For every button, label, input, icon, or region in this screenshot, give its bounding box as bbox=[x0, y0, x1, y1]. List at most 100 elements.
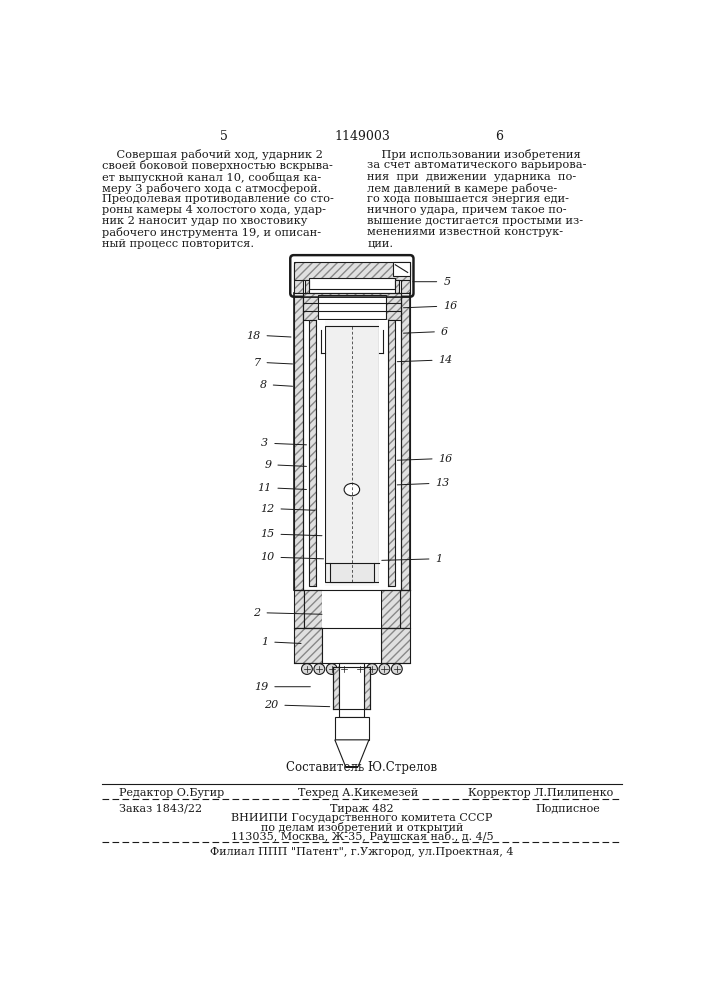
Polygon shape bbox=[335, 740, 369, 767]
Text: 8: 8 bbox=[259, 380, 267, 390]
Text: менениями известной конструк-: менениями известной конструк- bbox=[368, 227, 563, 237]
Bar bbox=[309, 320, 316, 586]
Bar bbox=[381, 628, 410, 663]
Bar bbox=[400, 590, 410, 628]
Circle shape bbox=[314, 664, 325, 674]
Text: Заказ 1843/22: Заказ 1843/22 bbox=[119, 804, 202, 814]
Text: Корректор Л.Пилипенко: Корректор Л.Пилипенко bbox=[468, 788, 614, 798]
Text: вышение достигается простыми из-: вышение достигается простыми из- bbox=[368, 216, 583, 226]
Circle shape bbox=[354, 664, 365, 674]
Bar bbox=[293, 262, 410, 280]
Text: по делам изобретений и открытий: по делам изобретений и открытий bbox=[261, 822, 463, 833]
Bar bbox=[395, 280, 399, 293]
Bar bbox=[317, 295, 386, 319]
Bar bbox=[381, 590, 400, 628]
Bar bbox=[293, 262, 410, 280]
Bar bbox=[339, 663, 364, 717]
Bar bbox=[303, 293, 401, 320]
Circle shape bbox=[392, 664, 402, 674]
Text: ния  при  движении  ударника  по-: ния при движении ударника по- bbox=[368, 172, 577, 182]
Bar bbox=[379, 320, 387, 586]
Text: 20: 20 bbox=[264, 700, 279, 710]
Text: 14: 14 bbox=[438, 355, 453, 365]
Text: за счет автоматического варьирова-: за счет автоматического варьирова- bbox=[368, 160, 587, 170]
Text: ный процесс повторится.: ный процесс повторится. bbox=[103, 239, 255, 249]
Text: своей боковой поверхностью вскрыва-: своей боковой поверхностью вскрыва- bbox=[103, 160, 333, 171]
Circle shape bbox=[367, 664, 378, 674]
Circle shape bbox=[379, 664, 390, 674]
Text: 113035, Москва, Ж-35, Раушская наб., д. 4/5: 113035, Москва, Ж-35, Раушская наб., д. … bbox=[230, 831, 493, 842]
Text: 19: 19 bbox=[254, 682, 268, 692]
Bar bbox=[400, 590, 410, 628]
Text: Составитель Ю.Стрелов: Составитель Ю.Стрелов bbox=[286, 762, 438, 774]
Bar bbox=[387, 320, 395, 586]
Bar bbox=[381, 628, 410, 663]
Text: 3: 3 bbox=[261, 438, 268, 448]
Bar bbox=[293, 590, 304, 628]
Bar bbox=[330, 563, 373, 582]
Text: При использовании изобретения: При использовании изобретения bbox=[368, 149, 581, 160]
Bar bbox=[322, 628, 381, 663]
Text: лем давлений в камере рабоче-: лем давлений в камере рабоче- bbox=[368, 183, 558, 194]
Bar bbox=[393, 262, 410, 276]
Bar bbox=[316, 320, 325, 586]
Text: 15: 15 bbox=[260, 529, 274, 539]
Text: 13: 13 bbox=[436, 478, 450, 488]
Text: ВНИИПИ Государственного комитета СССР: ВНИИПИ Государственного комитета СССР bbox=[231, 813, 493, 823]
Text: 5: 5 bbox=[220, 130, 228, 143]
Bar bbox=[304, 590, 322, 628]
Bar bbox=[303, 293, 401, 320]
Text: 10: 10 bbox=[260, 552, 274, 562]
Text: 1: 1 bbox=[436, 554, 443, 564]
Bar bbox=[335, 717, 369, 740]
Bar bbox=[395, 280, 399, 293]
Bar bbox=[387, 320, 395, 586]
Bar bbox=[401, 265, 410, 293]
Bar bbox=[293, 265, 303, 293]
Bar bbox=[309, 278, 395, 289]
Bar bbox=[364, 667, 370, 709]
Text: 12: 12 bbox=[260, 504, 274, 514]
Text: Филиал ППП "Патент", г.Ужгород, ул.Проектная, 4: Филиал ППП "Патент", г.Ужгород, ул.Проек… bbox=[210, 847, 514, 857]
Text: 1: 1 bbox=[261, 637, 268, 647]
Text: 18: 18 bbox=[246, 331, 260, 341]
Text: 6: 6 bbox=[441, 327, 448, 337]
Bar bbox=[293, 628, 322, 663]
Text: 6: 6 bbox=[495, 130, 503, 143]
Text: 11: 11 bbox=[257, 483, 271, 493]
Text: 2: 2 bbox=[253, 608, 260, 618]
Text: Редактор О.Бугир: Редактор О.Бугир bbox=[119, 788, 225, 798]
Bar bbox=[333, 667, 339, 709]
Bar bbox=[381, 590, 400, 628]
Circle shape bbox=[327, 664, 337, 674]
Bar bbox=[401, 265, 410, 293]
Bar bbox=[316, 320, 387, 586]
Text: меру 3 рабочего хода с атмосферой.: меру 3 рабочего хода с атмосферой. bbox=[103, 183, 322, 194]
Bar bbox=[293, 628, 322, 663]
Bar bbox=[401, 293, 410, 590]
Bar bbox=[333, 667, 339, 709]
Bar bbox=[305, 280, 309, 293]
Text: ник 2 наносит удар по хвостовику: ник 2 наносит удар по хвостовику bbox=[103, 216, 308, 226]
Bar bbox=[364, 667, 370, 709]
Bar bbox=[309, 320, 316, 586]
Text: 9: 9 bbox=[264, 460, 271, 470]
Bar bbox=[293, 293, 303, 590]
Text: 16: 16 bbox=[443, 301, 457, 311]
Ellipse shape bbox=[344, 483, 360, 496]
Text: Техред А.Кикемезей: Техред А.Кикемезей bbox=[298, 788, 418, 798]
Text: ет выпускной канал 10, сообщая ка-: ет выпускной канал 10, сообщая ка- bbox=[103, 172, 322, 183]
Text: ничного удара, причем такое по-: ничного удара, причем такое по- bbox=[368, 205, 567, 215]
Text: Совершая рабочий ход, ударник 2: Совершая рабочий ход, ударник 2 bbox=[103, 149, 323, 160]
Text: 1149003: 1149003 bbox=[334, 130, 390, 143]
Text: 5: 5 bbox=[443, 277, 450, 287]
Bar bbox=[325, 326, 379, 582]
Circle shape bbox=[301, 664, 312, 674]
Text: Тираж 482: Тираж 482 bbox=[330, 804, 394, 814]
Bar bbox=[304, 590, 322, 628]
Text: Подписное: Подписное bbox=[535, 804, 600, 814]
Text: рабочего инструмента 19, и описан-: рабочего инструмента 19, и описан- bbox=[103, 227, 322, 238]
Bar bbox=[401, 293, 410, 590]
FancyBboxPatch shape bbox=[291, 256, 413, 296]
Bar bbox=[293, 590, 304, 628]
